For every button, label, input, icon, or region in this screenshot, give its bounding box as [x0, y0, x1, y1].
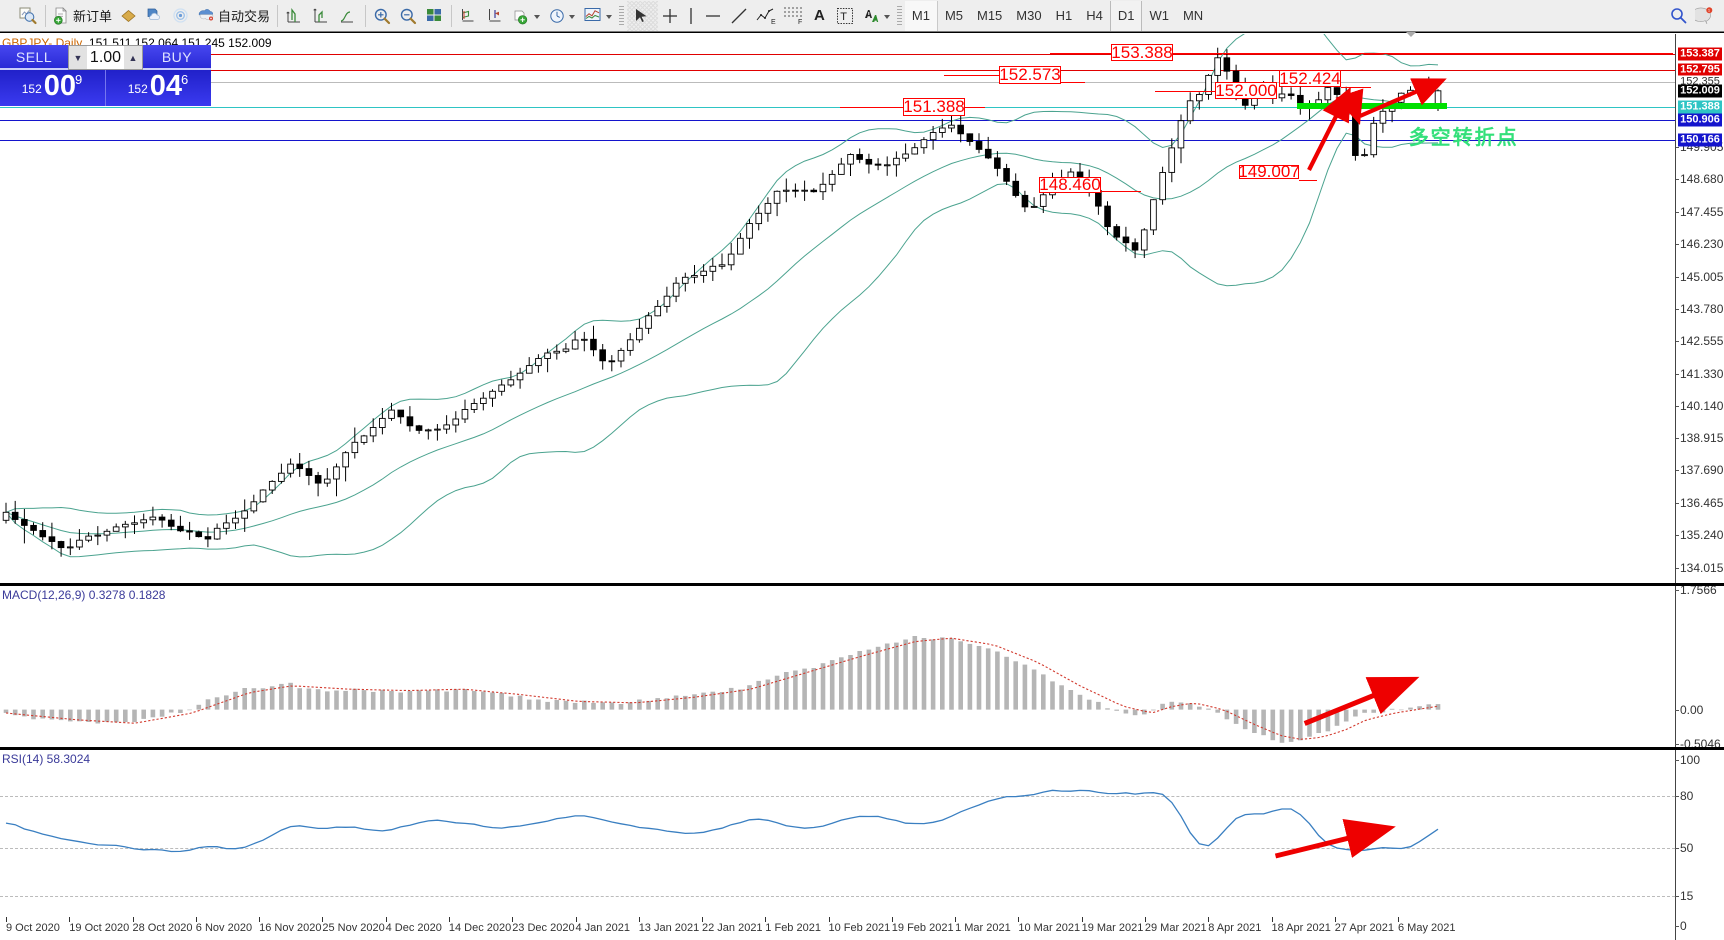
svg-text:F: F	[798, 19, 802, 24]
svg-text:T: T	[840, 11, 847, 23]
svg-text:E: E	[771, 19, 776, 24]
